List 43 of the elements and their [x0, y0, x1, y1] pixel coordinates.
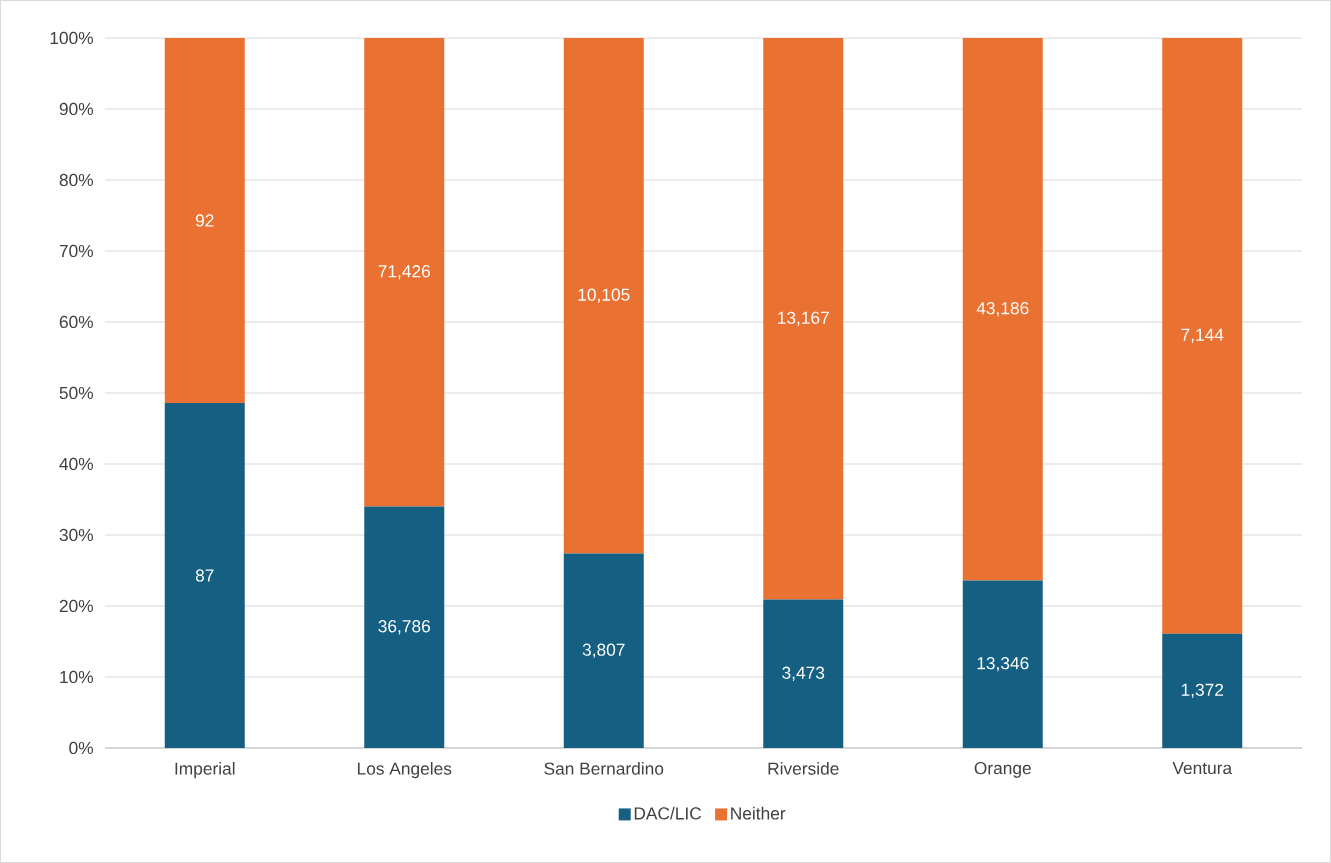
y-tick-label: 60%	[59, 315, 94, 329]
bar	[563, 553, 644, 748]
bar	[1162, 633, 1243, 748]
bar	[763, 37, 844, 600]
legend-label: DAC/LIC	[634, 806, 702, 820]
bar	[164, 402, 245, 748]
annotation: 10,105	[578, 288, 630, 303]
annotation: 13,167	[778, 311, 829, 326]
y-tick-label: 70%	[59, 244, 94, 258]
bar	[763, 599, 844, 748]
y-tick-label: 10%	[60, 670, 94, 684]
bar	[364, 506, 445, 748]
annotation: 3,473	[782, 666, 825, 681]
annotation: 7,144	[1181, 328, 1224, 343]
y-tick-label: 80%	[59, 173, 94, 187]
annotation: 13,346	[977, 657, 1029, 672]
y-tick-label: 50%	[59, 386, 94, 400]
annotation: 3,807	[582, 643, 625, 658]
bar	[962, 37, 1043, 581]
legend-label: Neither	[731, 806, 786, 820]
annotation: 36,786	[378, 620, 431, 635]
x-tick-label: Riverside	[768, 762, 839, 775]
bar	[364, 37, 445, 507]
y-tick-label: 20%	[59, 599, 94, 613]
x-tick-label: Los Angeles	[357, 762, 452, 779]
bar	[1162, 37, 1243, 634]
bar	[563, 37, 644, 554]
bar	[164, 37, 245, 403]
annotation: 1,372	[1181, 683, 1224, 698]
bar	[962, 580, 1043, 748]
annotation: 71,426	[378, 265, 431, 280]
y-tick-label: 100%	[50, 31, 94, 45]
annotation: 43,186	[976, 302, 1029, 317]
x-tick-label: Ventura	[1172, 762, 1233, 775]
x-tick-label: Orange	[974, 762, 1031, 778]
annotation: 92	[195, 214, 214, 227]
x-tick-label: Imperial	[175, 762, 235, 779]
y-tick-label: 90%	[59, 102, 94, 116]
y-tick-label: 0%	[69, 741, 94, 755]
y-tick-label: 30%	[59, 528, 94, 542]
annotation: 87	[195, 569, 214, 582]
y-tick-label: 40%	[59, 457, 94, 471]
x-tick-label: San Bernardino	[544, 762, 664, 775]
